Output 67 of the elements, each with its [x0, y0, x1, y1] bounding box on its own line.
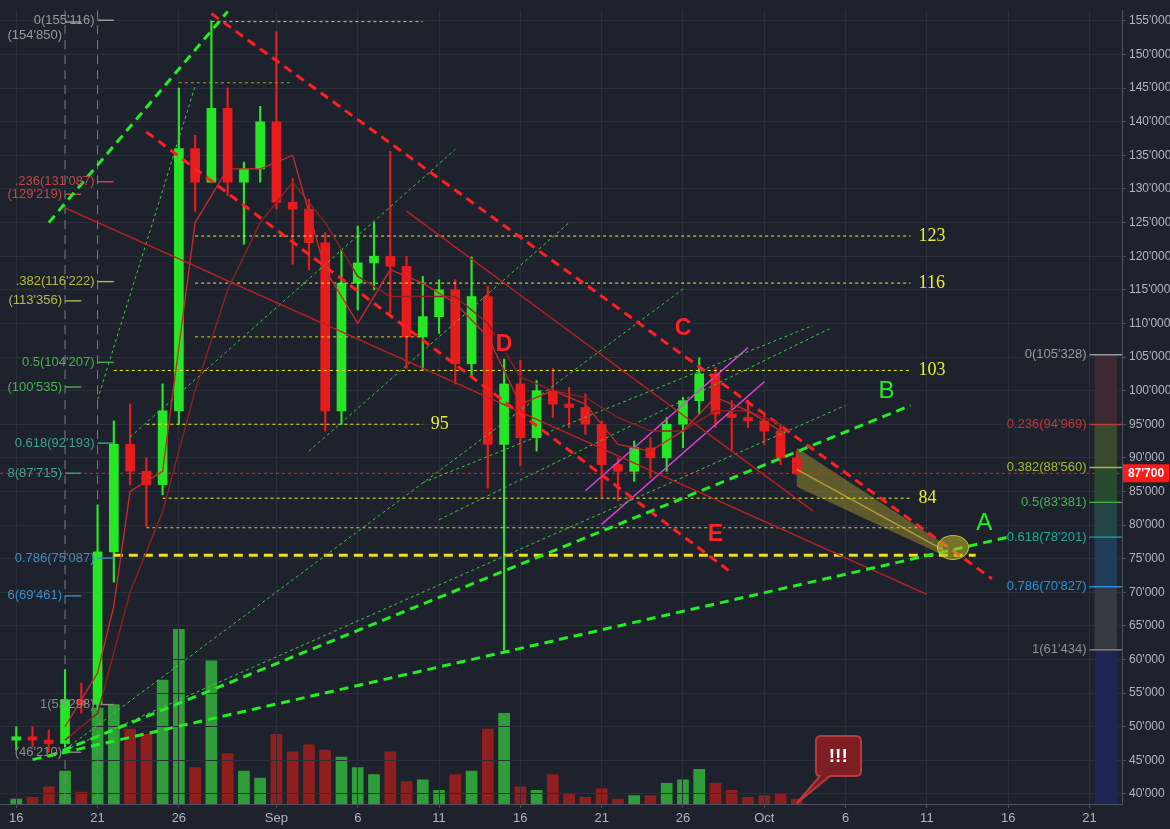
series-label: 123 — [918, 224, 946, 245]
ref-line-label: 87'700 — [1127, 466, 1165, 481]
x-tick-label: Oct — [754, 810, 775, 826]
x-tick-label: 21 — [90, 810, 105, 826]
series-label: (113'356) — [8, 292, 63, 308]
y-tick-label: 55'000 — [1129, 685, 1165, 700]
annotation: !!! — [828, 745, 848, 767]
series-label: .236(131'087) — [14, 173, 95, 189]
y-tick-label: 110'000 — [1129, 315, 1170, 330]
y-tick-label: 150'000 — [1129, 46, 1170, 61]
x-tick-label: 6 — [354, 810, 362, 826]
y-tick-label: 145'000 — [1129, 80, 1170, 95]
y-tick-label: 125'000 — [1129, 214, 1170, 229]
y-tick-label: 130'000 — [1129, 181, 1170, 196]
y-tick-label: 75'000 — [1129, 550, 1165, 565]
series-label: 0.236(94'969) — [1006, 416, 1087, 432]
y-tick-label: 115'000 — [1129, 282, 1170, 297]
series-label: 0.5(83'381) — [1021, 493, 1087, 509]
annotation: C — [674, 314, 692, 341]
x-tick-label: 11 — [432, 810, 446, 826]
annotation: E — [707, 520, 724, 547]
y-tick-label: 155'000 — [1129, 13, 1170, 28]
series-label: (100'535) — [7, 378, 63, 394]
y-tick-label: 45'000 — [1129, 752, 1165, 767]
x-tick-label: 21 — [594, 810, 609, 826]
y-tick-label: 60'000 — [1129, 651, 1165, 666]
series-label: 0.382(88'560) — [1006, 459, 1087, 475]
y-tick-label: 65'000 — [1129, 618, 1165, 633]
series-label: 8(87'715) — [7, 464, 63, 480]
x-tick-label: 11 — [920, 810, 934, 826]
x-tick-label: 26 — [171, 810, 187, 826]
series-label: 0.618(92'193) — [14, 434, 95, 450]
y-tick-label: 135'000 — [1129, 147, 1170, 162]
x-tick-label: Sep — [264, 810, 289, 826]
x-tick-label: 26 — [675, 810, 691, 826]
series-label: B — [878, 376, 895, 404]
series-label: (154'850) — [7, 26, 63, 42]
x-tick-label: 16 — [513, 810, 528, 826]
series-label: 0(105'328) — [1024, 346, 1087, 362]
y-tick-label: 90'000 — [1129, 450, 1165, 465]
annotation: D — [495, 329, 513, 356]
y-tick-label: 70'000 — [1129, 584, 1165, 599]
series-label: 0.618(78'201) — [1006, 528, 1087, 544]
series-label: 103 — [918, 359, 946, 380]
x-tick-label: 16 — [9, 810, 24, 826]
series-label: 84 — [918, 486, 937, 507]
series-label: 6(69'461) — [7, 587, 63, 603]
x-tick-label: 16 — [1000, 810, 1016, 826]
y-tick-label: 105'000 — [1129, 349, 1170, 364]
series-label: 1(61'434) — [1031, 641, 1087, 657]
series-label: 116 — [918, 271, 945, 292]
y-tick-label: 50'000 — [1129, 719, 1165, 734]
x-tick-label: 6 — [841, 810, 850, 826]
y-tick-label: 100'000 — [1129, 382, 1170, 397]
series-label: 0.5(104'207) — [21, 353, 95, 369]
series-label: 0.786(70'827) — [1006, 578, 1087, 594]
series-label: 95 — [430, 412, 449, 433]
series-label: .382(116'222) — [15, 273, 95, 289]
y-tick-label: 80'000 — [1129, 517, 1165, 532]
y-tick-label: 140'000 — [1129, 114, 1170, 129]
series-label: 0(155'116) — [33, 11, 95, 27]
y-tick-label: 40'000 — [1129, 786, 1165, 801]
y-tick-label: 120'000 — [1129, 248, 1170, 263]
y-tick-label: 85'000 — [1129, 483, 1165, 498]
series-label: A — [976, 507, 993, 535]
x-tick-label: 21 — [1082, 810, 1097, 826]
y-tick-label: 95'000 — [1129, 416, 1165, 431]
